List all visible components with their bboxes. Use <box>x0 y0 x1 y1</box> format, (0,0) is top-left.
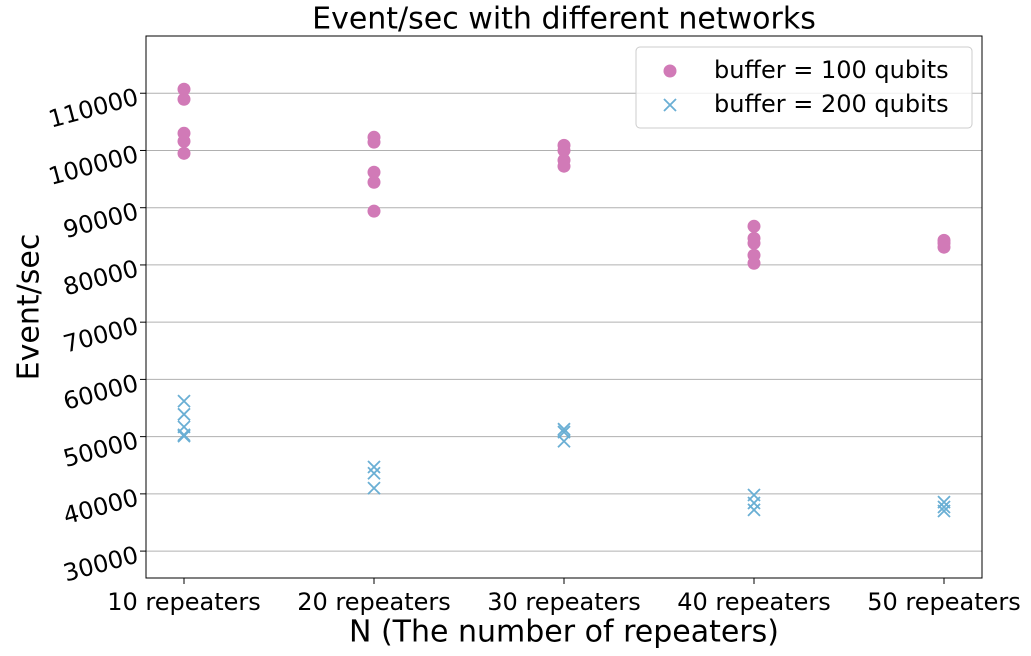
x-marker-stroke <box>367 460 381 474</box>
point <box>747 496 761 510</box>
y-tick-label: 30000 <box>60 541 141 588</box>
legend-marker <box>663 64 677 78</box>
chart-title: Event/sec with different networks <box>312 2 816 37</box>
point <box>367 466 381 480</box>
x-marker-stroke <box>557 434 571 448</box>
point <box>937 240 951 254</box>
point <box>937 504 951 518</box>
point <box>747 236 761 250</box>
y-tick-label: 60000 <box>60 369 141 416</box>
legend-label: buffer = 200 qubits <box>714 90 949 118</box>
point <box>367 165 381 179</box>
point <box>747 219 761 233</box>
point <box>557 159 571 173</box>
point <box>177 407 191 421</box>
y-tick-label: 110000 <box>46 83 142 134</box>
x-marker-stroke <box>177 394 191 408</box>
point <box>177 92 191 106</box>
y-tick-label: 90000 <box>60 197 141 244</box>
x-marker-stroke <box>747 496 761 510</box>
point <box>367 460 381 474</box>
x-marker-stroke <box>747 503 761 517</box>
point <box>177 146 191 160</box>
x-axis-label: N (The number of repeaters) <box>349 615 779 650</box>
x-marker-stroke <box>177 429 191 443</box>
x-tick-label: 30 repeaters <box>487 588 641 616</box>
y-tick-label: 50000 <box>60 426 141 473</box>
point <box>177 82 191 96</box>
point <box>747 503 761 517</box>
point <box>177 134 191 148</box>
x-tick-label: 40 repeaters <box>677 588 831 616</box>
point <box>367 135 381 149</box>
legend-box <box>635 46 973 129</box>
point <box>557 143 571 157</box>
x-marker-stroke <box>177 407 191 421</box>
point <box>367 204 381 218</box>
point <box>557 434 571 448</box>
x-tick-label: 10 repeaters <box>107 588 261 616</box>
point <box>177 429 191 443</box>
point <box>367 175 381 189</box>
point <box>557 422 571 436</box>
x-tick-label: 50 repeaters <box>867 588 1021 616</box>
x-tick-label: 20 repeaters <box>297 588 451 616</box>
point <box>747 256 761 270</box>
point <box>937 500 951 514</box>
y-tick-label: 70000 <box>60 312 141 359</box>
x-marker-stroke <box>367 481 381 495</box>
x-marker-stroke <box>557 422 571 436</box>
y-axis-label: Event/sec <box>12 234 47 381</box>
x-marker-stroke <box>937 500 951 514</box>
x-marker-stroke <box>937 504 951 518</box>
legend-marker <box>663 98 677 112</box>
legend-label: buffer = 100 qubits <box>714 56 949 84</box>
point <box>367 481 381 495</box>
point <box>177 394 191 408</box>
y-tick-label: 80000 <box>60 254 141 301</box>
y-tick-label: 100000 <box>46 140 142 191</box>
x-marker-stroke <box>367 466 381 480</box>
y-tick-label: 40000 <box>60 483 141 530</box>
